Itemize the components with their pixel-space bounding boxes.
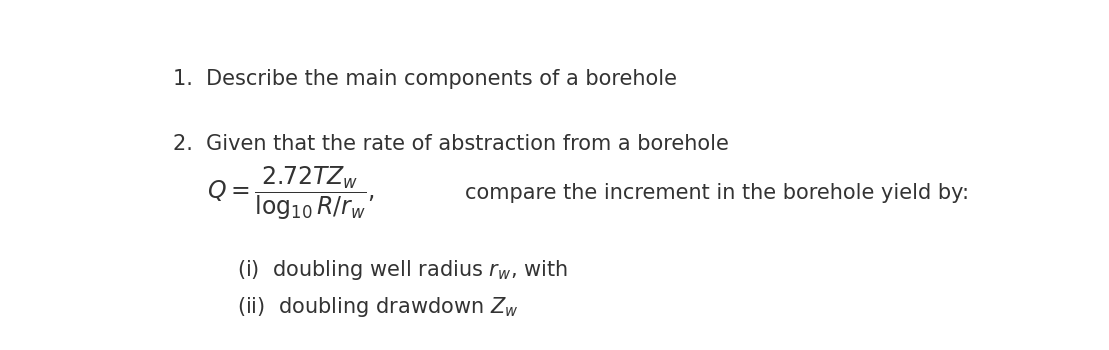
Text: (ii)  doubling drawdown $Z_w$: (ii) doubling drawdown $Z_w$ bbox=[237, 295, 519, 319]
Text: $Q = \dfrac{2.72TZ_w}{\log_{10}R/r_w},$: $Q = \dfrac{2.72TZ_w}{\log_{10}R/r_w},$ bbox=[207, 164, 375, 222]
Text: compare the increment in the borehole yield by:: compare the increment in the borehole yi… bbox=[466, 183, 969, 203]
Text: 1.  Describe the main components of a borehole: 1. Describe the main components of a bor… bbox=[173, 69, 676, 89]
Text: 2.  Given that the rate of abstraction from a borehole: 2. Given that the rate of abstraction fr… bbox=[173, 134, 729, 154]
Text: (i)  doubling well radius $r_w$, with: (i) doubling well radius $r_w$, with bbox=[237, 258, 568, 282]
